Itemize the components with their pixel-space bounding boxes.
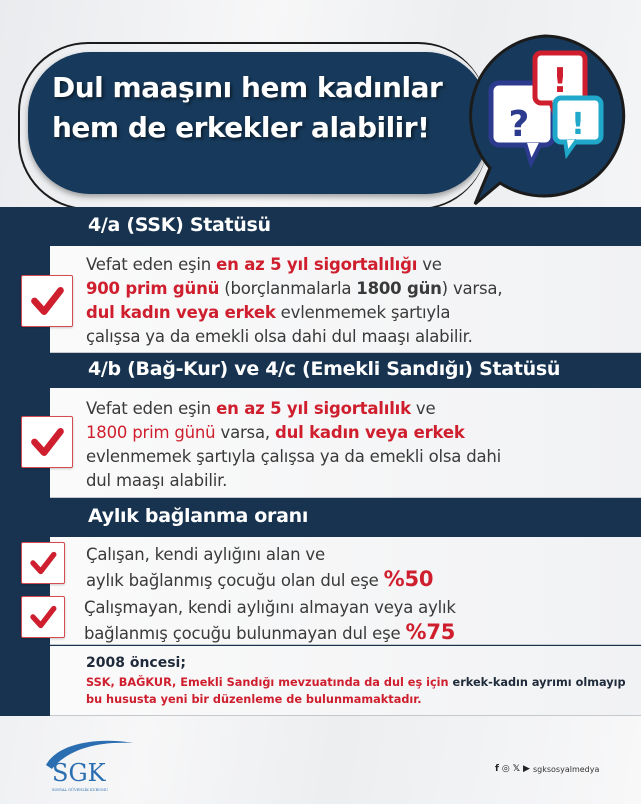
text-segment: çalışsa ya da emekli olsa dahi dul maaşı… (86, 327, 473, 346)
youtube-icon[interactable]: ▶ (523, 764, 530, 774)
text-line: çalışsa ya da emekli olsa dahi dul maaşı… (86, 325, 502, 349)
text-line: evlenmemek şartıyla çalışsa ya da emekli… (86, 445, 501, 469)
x-icon[interactable]: 𝕏 (512, 764, 521, 774)
text-segment: evlenmemek şartıyla çalışsa ya da emekli… (86, 447, 502, 466)
sgk-logo: SGK SOSYAL GÜVENLİK KURUMU (46, 740, 133, 792)
text-segment: 1800 gün (356, 279, 442, 298)
note-segment: SSK, BAĞKUR, Emekli Sandığı mevzuatında … (86, 676, 453, 689)
note-segment: bu hususta yeni bir düzenleme de bulunma… (86, 693, 422, 706)
text-segment: en az 5 yıl sigortalılık (216, 399, 411, 418)
social-links: f ◎ 𝕏 ▶ sgksosyalmedya (495, 764, 599, 774)
speech-bubbles-icon: ! ? ! (469, 34, 626, 206)
text-segment: 1800 prim günü (86, 423, 216, 442)
panel-note (50, 646, 641, 716)
panel-4a (50, 246, 641, 353)
text-segment: ) varsa, (441, 279, 503, 298)
instagram-icon[interactable]: ◎ (501, 764, 510, 774)
text-rate-50: Çalışan, kendi aylığını alan ve aylık bağ… (86, 543, 433, 593)
text-4b-4c: Vefat eden eşin en az 5 yıl sigortalılık… (86, 397, 501, 493)
text-segment: Vefat eden eşin (86, 255, 217, 274)
section-heading-4b-4c: 4/b (Bağ-Kur) ve 4/c (Emekli Sandığı) St… (88, 358, 561, 380)
panel-rate (50, 537, 641, 645)
section-heading-4a: 4/a (SSK) Statüsü (88, 214, 271, 236)
text-line: Çalışan, kendi aylığını alan ve (86, 543, 433, 567)
text-line: bağlanmış çocuğu bulunmayan dul eşe %75 (84, 620, 456, 646)
title-line-2: hem de erkekler alabilir! (52, 111, 430, 144)
text-segment: 900 prim günü (86, 279, 220, 298)
checkmark-icon (21, 275, 73, 327)
text-segment: dul maaşı alabilir. (86, 471, 228, 490)
text-line: dul kadın veya erkek evlenmemek şartıyla (86, 301, 502, 325)
text-segment: ve (417, 255, 442, 274)
rate-value: %50 (383, 567, 434, 591)
rate-value: %75 (405, 620, 456, 644)
page-title: Dul maaşını hem kadınlar hem de erkekler… (52, 68, 472, 148)
svg-text:SOSYAL GÜVENLİK KURUMU: SOSYAL GÜVENLİK KURUMU (52, 787, 108, 792)
section-heading-rate: Aylık bağlanma oranı (88, 505, 309, 527)
text-segment: Çalışmayan, kendi aylığını almayan veya … (84, 598, 456, 617)
svg-text:?: ? (509, 104, 530, 145)
text-segment: Vefat eden eşin (86, 399, 217, 418)
text-line: aylık bağlanmış çocuğu olan dul eşe %50 (86, 567, 433, 593)
text-segment: (borçlanmalarla (219, 279, 357, 298)
text-line: dul maaşı alabilir. (86, 469, 501, 493)
text-segment: aylık bağlanmış çocuğu olan dul eşe (86, 571, 384, 590)
svg-text:!: ! (571, 107, 585, 142)
text-segment: Çalışan, kendi aylığını alan ve (86, 545, 325, 564)
text-segment: ve (410, 399, 436, 418)
text-rate-75: Çalışmayan, kendi aylığını almayan veya … (84, 596, 456, 646)
text-segment: evlenmemek şartıyla (275, 303, 451, 322)
svg-text:SGK: SGK (52, 759, 107, 787)
social-handle[interactable]: sgksosyalmedya (532, 764, 600, 774)
text-line: Vefat eden eşin en az 5 yıl sigortalılığ… (86, 253, 502, 277)
text-segment: bağlanmış çocuğu bulunmayan dul eşe (84, 624, 406, 643)
panel-4b-4c (50, 388, 641, 498)
text-segment: varsa, (215, 423, 275, 442)
note-title: 2008 öncesi; (86, 655, 186, 671)
checkmark-icon (21, 416, 73, 468)
text-segment: dul kadın veya erkek (274, 423, 465, 442)
note-text: SSK, BAĞKUR, Emekli Sandığı mevzuatında … (86, 674, 626, 708)
text-segment: dul kadın veya erkek (86, 303, 276, 322)
text-4a: Vefat eden eşin en az 5 yıl sigortalılığ… (86, 253, 503, 349)
text-line: 900 prim günü (borçlanmalarla 1800 gün) … (86, 277, 503, 301)
text-segment: en az 5 yıl sigortalılığı (216, 255, 418, 274)
title-line-1: Dul maaşını hem kadınlar (52, 71, 443, 104)
text-line: Vefat eden eşin en az 5 yıl sigortalılık… (86, 397, 501, 421)
facebook-icon[interactable]: f (495, 764, 499, 774)
text-line: Çalışmayan, kendi aylığını almayan veya … (84, 596, 456, 620)
text-line: 1800 prim günü varsa, dul kadın veya erk… (86, 421, 501, 445)
checkmark-icon (21, 542, 65, 584)
title-banner (28, 52, 488, 194)
svg-text:!: ! (552, 61, 568, 101)
checkmark-icon (21, 596, 65, 638)
note-segment: erkek-kadın ayrımı olmayıp (452, 676, 626, 689)
